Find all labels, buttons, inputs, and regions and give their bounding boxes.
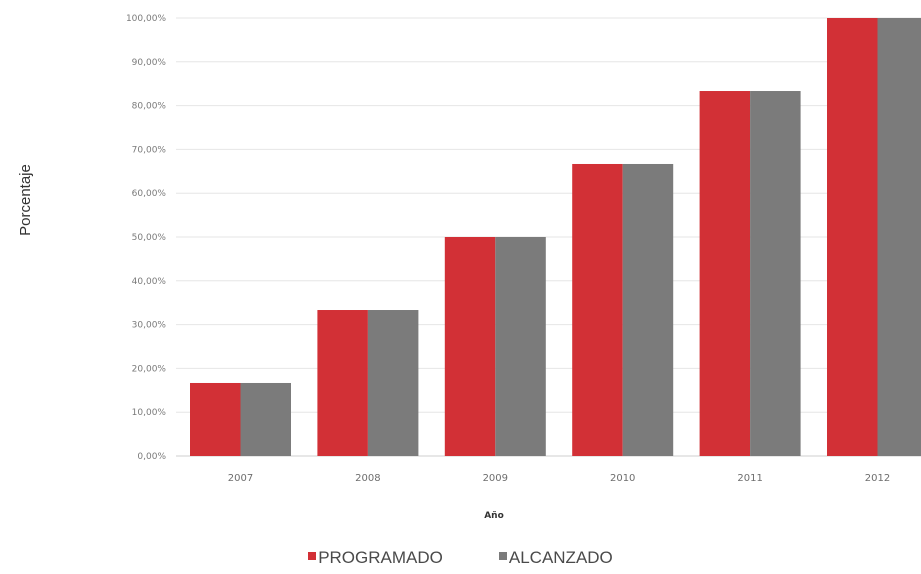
legend-item-alcanzado: ALCANZADO	[498, 548, 613, 568]
bar-alcanzado-2009	[495, 237, 546, 456]
y-tick-label: 0,00%	[137, 452, 166, 462]
y-tick-label: 30,00%	[132, 321, 167, 331]
x-tick-label: 2011	[737, 473, 762, 484]
legend-label-programado: PROGRAMADO	[318, 548, 443, 567]
y-tick-label: 100,00%	[126, 14, 166, 24]
y-tick-label: 40,00%	[132, 277, 167, 287]
bar-programado-2012	[827, 18, 878, 456]
bars	[190, 18, 921, 457]
bar-alcanzado-2007	[240, 382, 291, 456]
bar-alcanzado-2010	[622, 163, 674, 456]
x-tick-label: 2010	[610, 473, 635, 484]
y-tick-label: 20,00%	[132, 364, 167, 374]
legend-item-programado: PROGRAMADO	[308, 548, 443, 568]
legend: PROGRAMADO ALCANZADO	[0, 548, 921, 568]
y-tick-label: 70,00%	[132, 145, 167, 155]
y-tick-label: 10,00%	[132, 408, 167, 418]
y-axis-ticks: 0,00% 10,00% 20,00% 30,00% 40,00% 50,00% 60,00…	[126, 14, 166, 462]
bar-programado-2007	[190, 382, 241, 456]
x-tick-label: 2007	[228, 473, 253, 484]
bar-alcanzado-2011	[750, 91, 801, 457]
gridlines	[176, 17, 921, 457]
legend-swatch-alcanzado	[498, 552, 507, 560]
bar-alcanzado-2012	[877, 18, 921, 456]
legend-label-alcanzado: ALCANZADO	[508, 548, 613, 567]
legend-swatch-programado	[308, 552, 317, 560]
x-axis-title: Año	[484, 511, 504, 521]
x-axis-ticks: 2007 2008 2009 2010 2011 2012	[228, 473, 890, 484]
y-tick-label: 80,00%	[132, 102, 167, 112]
y-tick-label: 50,00%	[132, 233, 167, 243]
bar-programado-2011	[699, 91, 751, 457]
x-tick-label: 2012	[865, 473, 890, 484]
bar-programado-2008	[317, 310, 368, 456]
bar-programado-2010	[572, 163, 623, 456]
x-tick-label: 2008	[355, 473, 380, 484]
bar-alcanzado-2008	[367, 310, 419, 456]
y-tick-label: 90,00%	[132, 58, 167, 68]
y-tick-label: 60,00%	[132, 189, 167, 199]
x-tick-label: 2009	[483, 473, 508, 484]
y-axis-title: Porcentaje	[17, 164, 34, 236]
bar-programado-2009	[444, 237, 496, 456]
